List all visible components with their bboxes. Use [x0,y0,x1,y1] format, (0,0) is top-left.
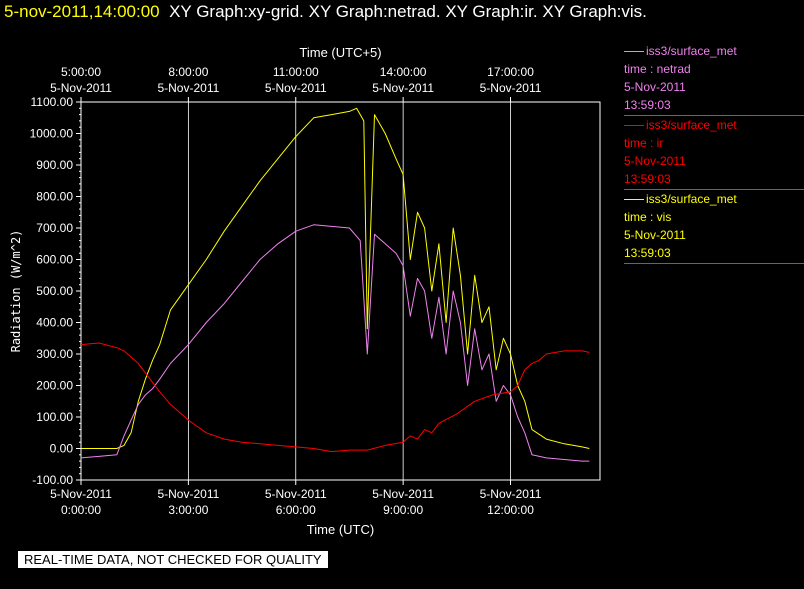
x-tick-date: 5-Nov-2011 [372,487,434,501]
series-line-timenetrad [80,224,590,462]
legend-time: 13:59:03 [624,246,671,260]
x-tick-time: 3:00:00 [168,503,208,517]
quality-disclaimer: REAL-TIME DATA, NOT CHECKED FOR QUALITY [18,551,328,568]
x-tick-date: 5-Nov-2011 [265,487,327,501]
y-tick-label: 800.00 [36,190,73,204]
legend-source: iss3/surface_met [624,116,804,134]
y-tick-label: 900.00 [36,158,73,172]
y-tick-label: 1000.00 [30,127,74,141]
x2-tick-time: 11:00:00 [273,65,319,79]
x2-tick-date: 5-Nov-2011 [50,81,112,95]
x2-tick-date: 5-Nov-2011 [157,81,219,95]
legend-time: 13:59:03 [624,172,671,186]
legend-date: 5-Nov-2011 [624,80,686,94]
legend-source-text: iss3/surface_met [646,192,737,206]
plot-frame [80,101,601,481]
y-tick-label: 200.00 [36,379,73,393]
x2-tick-time: 8:00:00 [168,65,208,79]
legend-field: time : vis [624,210,672,224]
legend-source: iss3/surface_met [624,190,804,208]
legend-field: time : netrad [624,62,691,76]
legend-swatch [624,124,644,126]
y-tick-label: -100.00 [32,473,73,487]
series-line-timevis [81,107,590,449]
y-tick-label: 300.00 [36,347,73,361]
legend-date: 5-Nov-2011 [624,228,686,242]
series-line-timeir [80,342,590,453]
x-tick-time: 12:00:00 [487,503,534,517]
x2-axis-label: Time (UTC+5) [299,45,381,60]
x2-tick-date: 5-Nov-2011 [480,81,542,95]
x-tick-date: 5-Nov-2011 [480,487,542,501]
title-graph-list: XY Graph:xy-grid. XY Graph:netrad. XY Gr… [169,2,647,21]
y-tick-label: 600.00 [36,253,73,267]
x2-tick-time: 14:00:00 [380,65,427,79]
x2-tick-time: 17:00:00 [487,65,534,79]
x2-tick-date: 5-Nov-2011 [372,81,434,95]
x2-tick-date: 5-Nov-2011 [265,81,327,95]
y-tick-label: 100.00 [36,410,73,424]
y-axis-label: Radiation (W/m^2) [9,230,23,353]
x-tick-date: 5-Nov-2011 [157,487,219,501]
legend-date: 5-Nov-2011 [624,154,686,168]
window-title: 5-nov-2011,14:00:00 XY Graph:xy-grid. XY… [4,2,647,22]
y-tick-label: 400.00 [36,316,73,330]
x-tick-time: 9:00:00 [383,503,423,517]
x-tick-time: 6:00:00 [276,503,316,517]
legend-source-text: iss3/surface_met [646,44,737,58]
y-tick-label: 0.00 [50,442,74,456]
legend-time: 13:59:03 [624,98,671,112]
legend-source-text: iss3/surface_met [646,118,737,132]
x-tick-time: 0:00:00 [61,503,101,517]
legend-field: time : ir [624,136,664,150]
chart-legend: iss3/surface_met time : netrad 5-Nov-2011 1… [624,42,804,264]
x-axis-label: Time (UTC) [307,522,374,537]
x2-tick-time: 5:00:00 [61,65,101,79]
y-tick-label: 1100.00 [31,95,74,109]
legend-swatch [624,198,644,200]
y-tick-label: 500.00 [36,284,73,298]
title-timestamp: 5-nov-2011,14:00:00 [4,2,160,21]
legend-swatch [624,50,644,52]
x-tick-date: 5-Nov-2011 [50,487,112,501]
y-tick-label: 700.00 [36,221,73,235]
legend-source: iss3/surface_met [624,42,804,60]
